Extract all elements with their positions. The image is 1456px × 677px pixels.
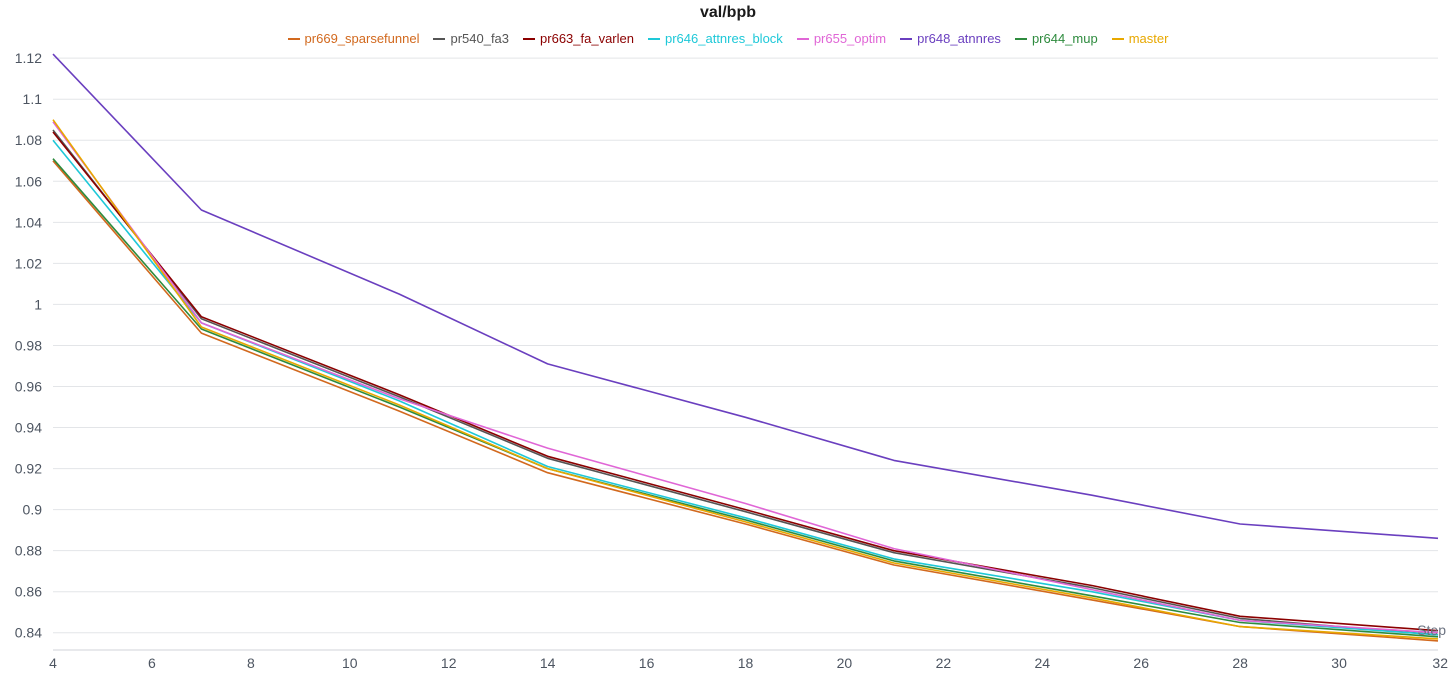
y-tick-label: 0.86 [15,584,42,600]
y-tick-label: 1 [34,296,42,312]
x-tick-label: 20 [837,655,853,671]
legend-swatch [900,37,913,40]
y-tick-label: 1.06 [15,173,42,189]
x-tick-label: 4 [49,655,57,671]
legend-label: pr540_fa3 [450,31,510,46]
y-tick-label: 0.92 [15,461,42,477]
legend-item[interactable]: pr644_mup [1014,31,1098,46]
legend-swatch [433,37,446,40]
y-tick-label: 1.12 [15,50,42,66]
x-tick-label: 32 [1432,655,1448,671]
y-tick-label: 0.94 [15,420,42,436]
y-tick-layer: 0.84 0.86 0.88 0.9 0.92 0.94 0.96 0.98 1 1.02 1.04… [15,50,42,641]
grid-layer [53,57,1438,634]
legend-label: pr648_atnnres [917,31,1001,46]
x-tick-label: 12 [441,655,457,671]
legend: pr669_sparsefunnel pr540_fa3 pr663_fa_varl… [0,31,1456,46]
x-tick-label: 28 [1232,655,1248,671]
chart-title: val/bpb [699,4,756,21]
y-tick-label: 0.84 [15,625,42,641]
series-line-pr669_sparsefunnel[interactable] [52,160,1439,642]
x-tick-label: 16 [639,655,655,671]
x-axis-title: Step [1417,622,1446,638]
legend-label: pr669_sparsefunnel [304,31,420,46]
series-line-pr655_optim[interactable] [52,121,1439,634]
legend-label: pr644_mup [1031,31,1098,46]
y-tick-label: 0.88 [15,543,42,559]
series-layer [52,53,1439,642]
legend-label: pr646_attnres_block [665,31,783,46]
series-line-pr540_fa3[interactable] [52,129,1439,636]
y-tick-label: 1.1 [23,91,43,107]
x-tick-label: 8 [247,655,255,671]
series-line-pr644_mup[interactable] [52,158,1439,638]
x-tick-label: 22 [936,655,952,671]
y-tick-label: 1.04 [15,214,42,230]
legend-item[interactable]: pr648_atnnres [900,31,1001,46]
x-tick-label: 24 [1034,655,1050,671]
series-line-pr648_atnnres[interactable] [52,53,1439,540]
x-tick-label: 10 [342,655,358,671]
legend-swatch [523,37,536,40]
legend-swatch [648,37,660,40]
legend-item[interactable]: pr655_optim [796,31,887,46]
series-line-pr646_attnres_block[interactable] [52,139,1439,636]
series-line-pr663_fa_varlen[interactable] [52,131,1439,632]
x-tick-label: 26 [1133,655,1149,671]
legend-label: master [1128,31,1169,46]
y-tick-label: 0.96 [15,378,42,394]
legend-item[interactable]: pr663_fa_varlen [523,31,634,46]
legend-swatch [1014,37,1027,40]
series-line-master[interactable] [52,119,1439,640]
y-tick-label: 0.9 [23,502,43,518]
x-tick-label: 6 [148,655,156,671]
x-tick-label: 18 [738,655,754,671]
legend-label: pr663_fa_varlen [540,31,634,46]
legend-swatch [796,37,809,40]
legend-item[interactable]: pr646_attnres_block [648,31,783,46]
y-tick-label: 1.08 [15,132,42,148]
legend-label: pr655_optim [813,31,887,46]
x-tick-label: 30 [1331,655,1347,671]
legend-item[interactable]: pr669_sparsefunnel [287,31,420,46]
x-tick-label: 14 [540,655,556,671]
legend-swatch [1111,37,1124,40]
y-tick-label: 0.98 [15,337,42,353]
y-tick-label: 1.02 [15,255,42,271]
legend-item[interactable]: pr540_fa3 [433,31,509,46]
legend-swatch [287,37,300,40]
x-tick-layer: 4 6 8 10 12 14 16 18 20 22 24 26 28 30 32 [49,649,1448,671]
legend-item[interactable]: master [1111,31,1169,46]
